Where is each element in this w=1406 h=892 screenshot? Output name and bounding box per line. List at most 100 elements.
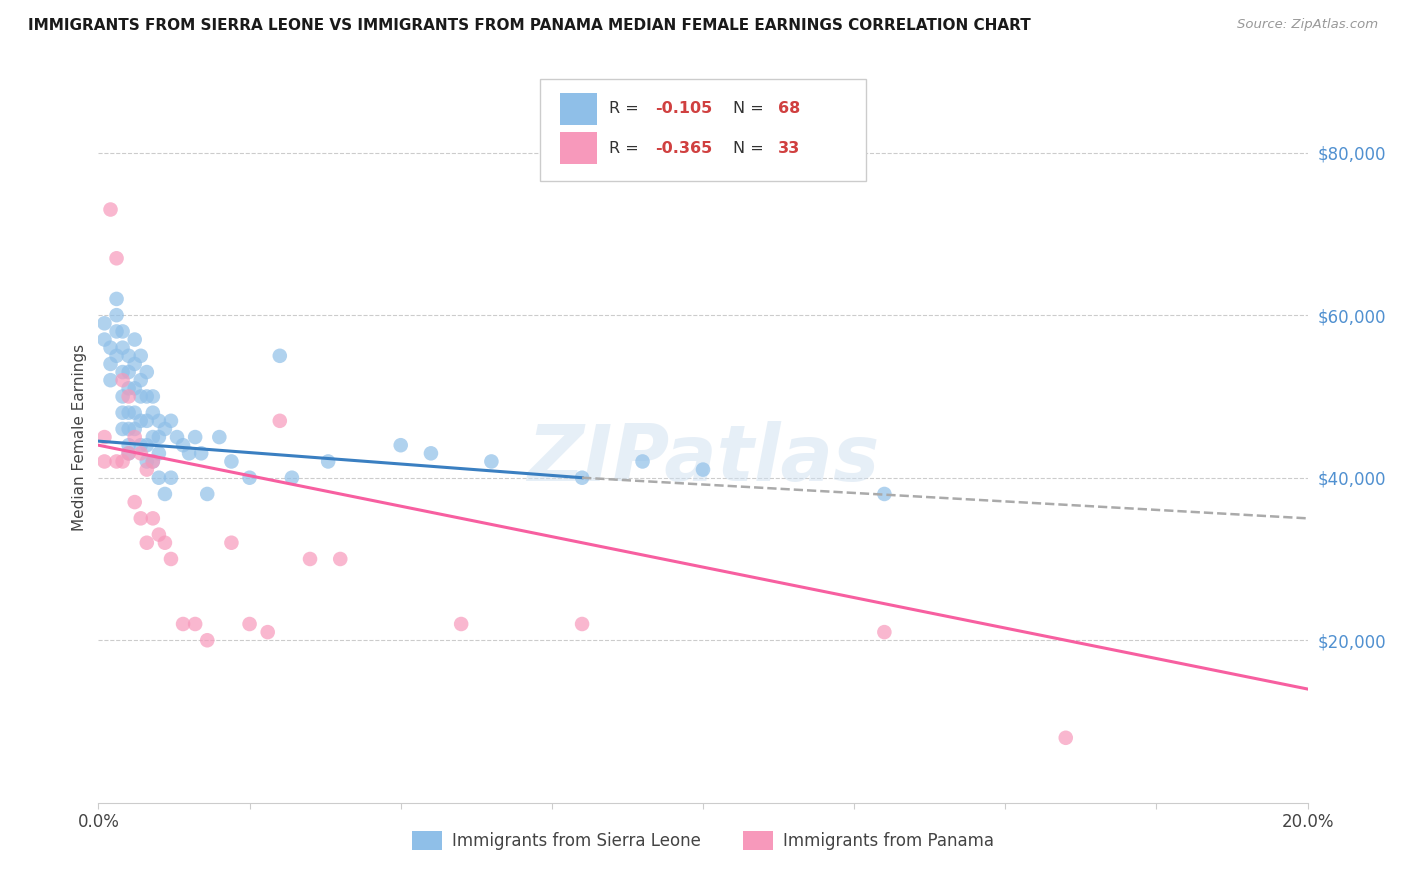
Point bbox=[160, 414, 183, 428]
Point bbox=[148, 527, 170, 541]
Point bbox=[118, 446, 141, 460]
Point bbox=[153, 535, 176, 549]
Text: 68: 68 bbox=[778, 101, 800, 116]
Point bbox=[166, 430, 188, 444]
Point bbox=[148, 471, 170, 485]
Bar bbox=[561, 93, 596, 125]
Point bbox=[172, 617, 194, 632]
Point bbox=[93, 316, 115, 330]
Point bbox=[93, 333, 115, 347]
Point bbox=[129, 349, 152, 363]
Point bbox=[124, 406, 146, 420]
Point bbox=[389, 438, 412, 452]
Point bbox=[195, 633, 218, 648]
Point bbox=[571, 617, 593, 632]
Point bbox=[190, 446, 212, 460]
Point bbox=[269, 349, 291, 363]
Text: N =: N = bbox=[734, 141, 769, 156]
Point bbox=[118, 438, 141, 452]
Point bbox=[135, 535, 157, 549]
Point bbox=[111, 341, 134, 355]
Point bbox=[118, 446, 141, 460]
Point bbox=[631, 454, 654, 468]
Point bbox=[129, 438, 152, 452]
Text: -0.105: -0.105 bbox=[655, 101, 711, 116]
Point bbox=[93, 454, 115, 468]
Point bbox=[105, 325, 128, 339]
Point bbox=[160, 552, 183, 566]
Point bbox=[153, 487, 176, 501]
Point bbox=[481, 454, 503, 468]
Point bbox=[135, 389, 157, 403]
Point bbox=[100, 373, 122, 387]
Point bbox=[135, 438, 157, 452]
Point bbox=[105, 349, 128, 363]
Point bbox=[281, 471, 304, 485]
Point bbox=[208, 430, 231, 444]
Point bbox=[111, 365, 134, 379]
Point bbox=[135, 414, 157, 428]
Point bbox=[692, 462, 714, 476]
Point bbox=[135, 462, 157, 476]
Point bbox=[142, 406, 165, 420]
Y-axis label: Median Female Earnings: Median Female Earnings bbox=[72, 343, 87, 531]
Point bbox=[124, 381, 146, 395]
Point bbox=[450, 617, 472, 632]
Point bbox=[129, 414, 152, 428]
Legend: Immigrants from Sierra Leone, Immigrants from Panama: Immigrants from Sierra Leone, Immigrants… bbox=[405, 824, 1001, 856]
Text: R =: R = bbox=[609, 141, 644, 156]
Point bbox=[124, 422, 146, 436]
Point bbox=[269, 414, 291, 428]
Point bbox=[135, 454, 157, 468]
Point bbox=[105, 292, 128, 306]
Point bbox=[1054, 731, 1077, 745]
Point bbox=[100, 341, 122, 355]
Point bbox=[118, 365, 141, 379]
Point bbox=[124, 333, 146, 347]
Point bbox=[129, 446, 152, 460]
Point bbox=[221, 535, 243, 549]
Point bbox=[239, 617, 262, 632]
Text: -0.365: -0.365 bbox=[655, 141, 711, 156]
Point bbox=[239, 471, 262, 485]
Point bbox=[256, 625, 278, 640]
Point bbox=[118, 349, 141, 363]
Point bbox=[873, 625, 896, 640]
Point bbox=[420, 446, 443, 460]
Point bbox=[111, 406, 134, 420]
Point bbox=[124, 357, 146, 371]
Point bbox=[129, 373, 152, 387]
Point bbox=[299, 552, 322, 566]
Point bbox=[105, 252, 128, 266]
Point bbox=[179, 446, 201, 460]
Point bbox=[111, 325, 134, 339]
Point bbox=[184, 617, 207, 632]
Point bbox=[142, 511, 165, 525]
Point bbox=[135, 365, 157, 379]
Text: Source: ZipAtlas.com: Source: ZipAtlas.com bbox=[1237, 18, 1378, 31]
Point bbox=[142, 430, 165, 444]
FancyBboxPatch shape bbox=[540, 78, 866, 181]
Point bbox=[105, 308, 128, 322]
Text: R =: R = bbox=[609, 101, 644, 116]
Point bbox=[118, 381, 141, 395]
Point bbox=[129, 511, 152, 525]
Point bbox=[195, 487, 218, 501]
Text: IMMIGRANTS FROM SIERRA LEONE VS IMMIGRANTS FROM PANAMA MEDIAN FEMALE EARNINGS CO: IMMIGRANTS FROM SIERRA LEONE VS IMMIGRAN… bbox=[28, 18, 1031, 33]
Point bbox=[148, 446, 170, 460]
Point bbox=[111, 373, 134, 387]
Text: 33: 33 bbox=[778, 141, 800, 156]
Point bbox=[148, 414, 170, 428]
Point bbox=[105, 454, 128, 468]
Point bbox=[221, 454, 243, 468]
Bar bbox=[561, 132, 596, 164]
Point bbox=[100, 202, 122, 217]
Point bbox=[118, 422, 141, 436]
Point bbox=[124, 430, 146, 444]
Text: N =: N = bbox=[734, 101, 769, 116]
Point bbox=[129, 389, 152, 403]
Point bbox=[100, 357, 122, 371]
Point bbox=[142, 454, 165, 468]
Point bbox=[148, 430, 170, 444]
Point bbox=[111, 454, 134, 468]
